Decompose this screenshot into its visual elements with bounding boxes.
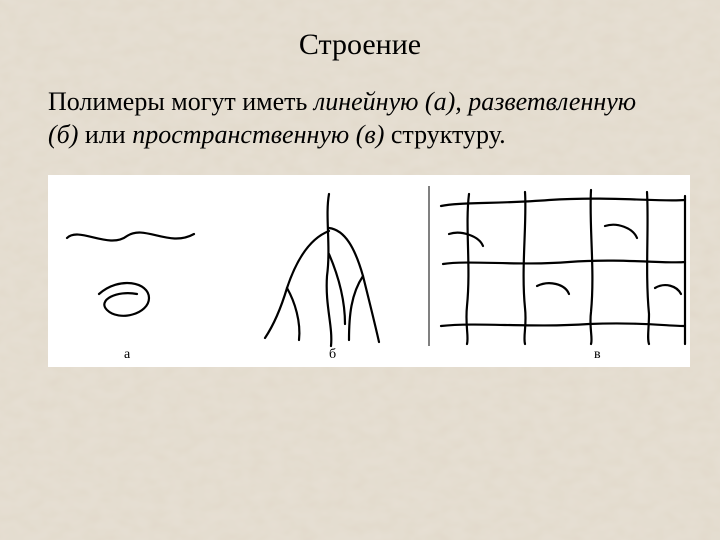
slide-body-text: Полимеры могут иметь линейную (а), разве… — [48, 86, 672, 151]
body-run: Полимеры могут иметь — [48, 87, 314, 116]
slide: Строение Полимеры могут иметь линейную (… — [0, 0, 720, 540]
slide-title: Строение — [48, 28, 672, 62]
figure-svg: а б в — [49, 176, 689, 366]
body-run-italic: пространственную (в) — [132, 120, 384, 149]
polymer-structure-figure: а б в — [48, 175, 690, 367]
panel-b-label: б — [329, 347, 336, 362]
panel-c-label: в — [594, 347, 601, 362]
body-run: структуру. — [384, 120, 505, 149]
panel-a-label: а — [124, 347, 131, 362]
body-run: или — [78, 120, 132, 149]
